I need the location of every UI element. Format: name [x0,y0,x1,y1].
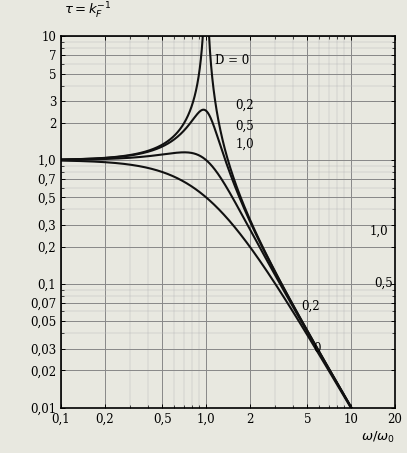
Text: D = 0: D = 0 [215,54,249,67]
Text: 0,2: 0,2 [301,299,319,313]
Text: 1,0: 1,0 [370,225,389,238]
Text: $\tau = k_F^{-1}$: $\tau = k_F^{-1}$ [64,1,112,21]
Text: 1,0: 1,0 [236,138,254,151]
Text: 0,5: 0,5 [236,120,254,133]
Text: $\omega/\omega_0$: $\omega/\omega_0$ [361,430,395,445]
Text: 0,2: 0,2 [236,99,254,112]
Text: 0: 0 [313,342,321,355]
Text: 0,5: 0,5 [374,277,393,289]
